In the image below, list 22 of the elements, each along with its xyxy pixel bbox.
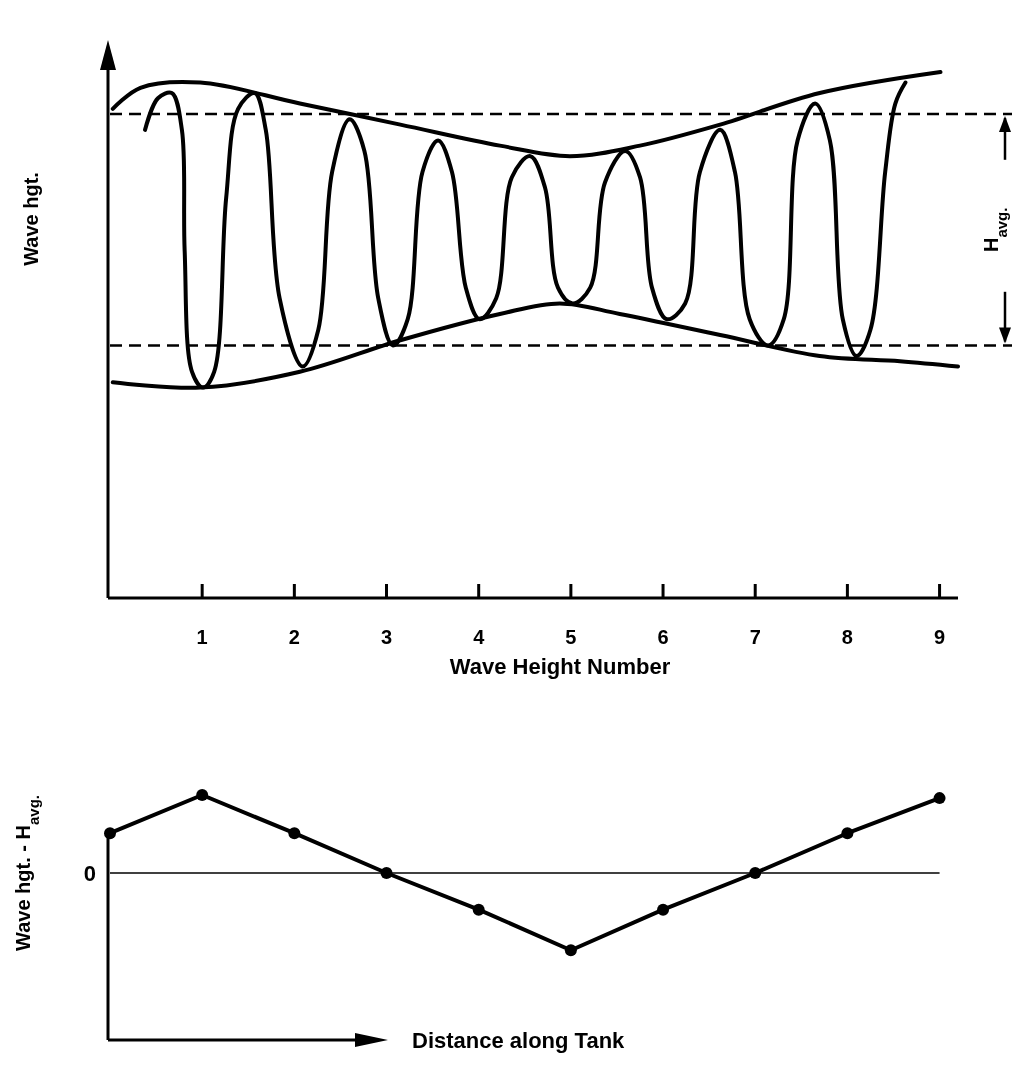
x-tick-label: 7 [749, 626, 761, 648]
point [933, 792, 946, 805]
point [564, 944, 577, 957]
point [472, 903, 485, 916]
point [657, 903, 670, 916]
x-axis-title: Wave Height Number [449, 654, 671, 679]
x-tick-label: 3 [380, 626, 393, 648]
ref-line-label: 0 [83, 861, 96, 886]
x-tick-label: 8 [841, 626, 853, 648]
point [841, 827, 854, 840]
x-tick-label: 4 [473, 626, 486, 648]
x-tick-label: 5 [565, 626, 577, 648]
x-tick-label: 6 [657, 626, 669, 648]
y-axis-title: Wave hgt. [20, 172, 42, 266]
x-axis-title: Distance along Tank [412, 1028, 626, 1053]
point [288, 827, 301, 840]
point [380, 867, 393, 879]
x-tick-label: 9 [934, 626, 946, 648]
point [749, 867, 762, 879]
x-tick-label: 1 [196, 626, 208, 648]
point [196, 789, 209, 801]
x-tick-label: 2 [288, 626, 300, 648]
